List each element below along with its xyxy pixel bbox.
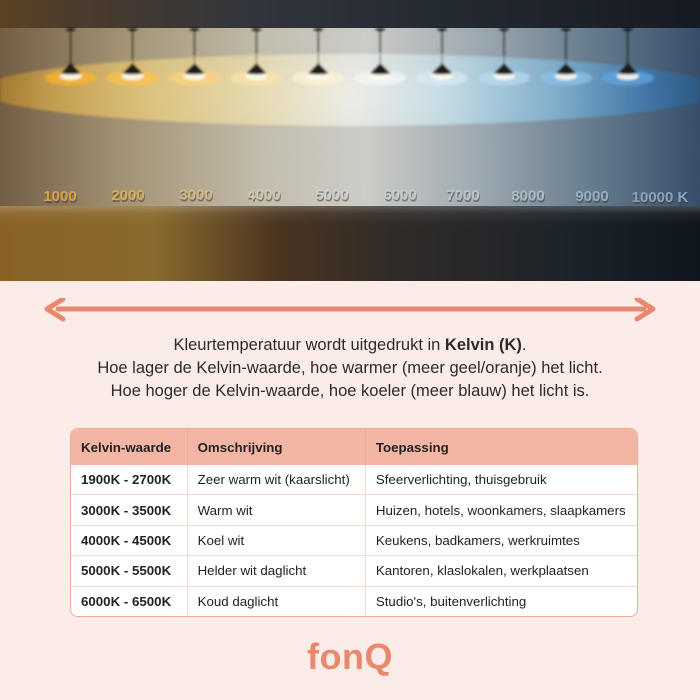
svg-text:9000: 9000 [575, 188, 608, 205]
svg-text:2000: 2000 [111, 187, 144, 204]
svg-text:7000: 7000 [446, 187, 479, 204]
svg-text:8000: 8000 [511, 188, 544, 205]
svg-text:10000 K: 10000 K [632, 189, 689, 206]
svg-text:1000: 1000 [43, 188, 76, 205]
svg-text:3000: 3000 [179, 187, 212, 204]
svg-text:5000: 5000 [315, 187, 348, 204]
svg-text:6000: 6000 [383, 187, 416, 204]
svg-text:4000: 4000 [247, 187, 280, 204]
